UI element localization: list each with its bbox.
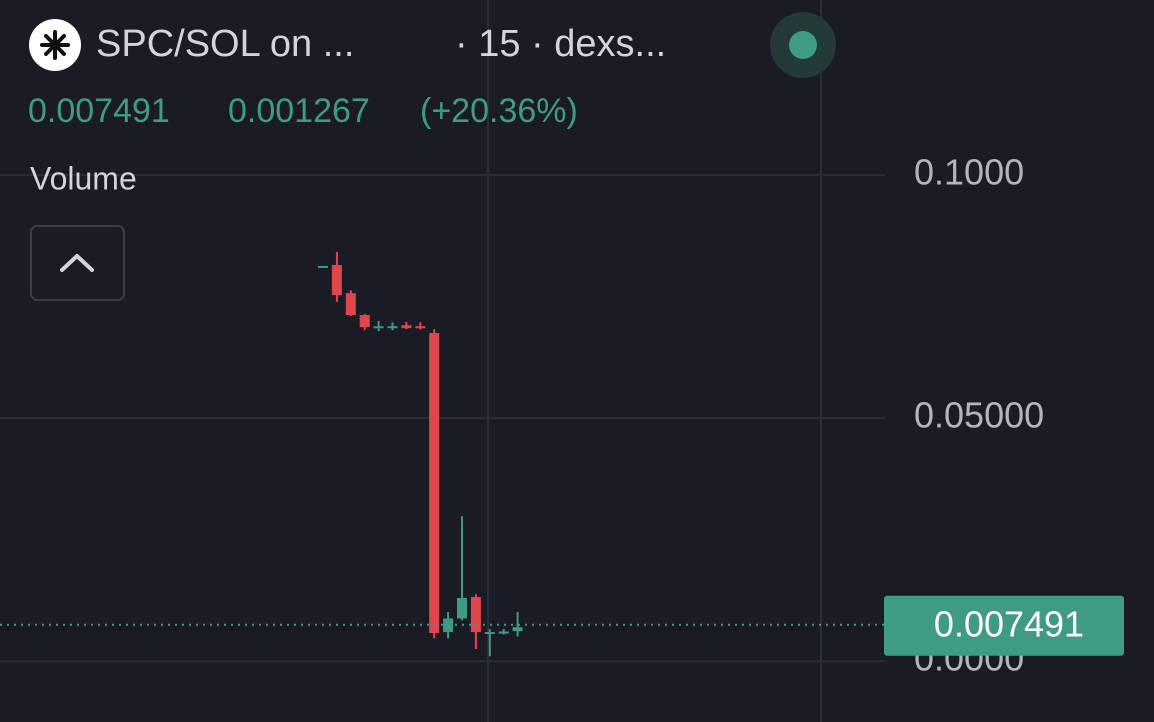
candle-body	[457, 598, 467, 619]
header-change: 0.001267	[228, 92, 370, 130]
plot-area	[0, 174, 885, 663]
candle-body	[387, 326, 398, 329]
y-tick-label: 0.05000	[914, 395, 1044, 436]
candle-body	[429, 333, 440, 634]
chart-subtitle: · 15 · dexs...	[455, 23, 666, 65]
y-tick-label: 0.1000	[914, 152, 1024, 193]
status-dot	[789, 31, 817, 59]
candle-body	[415, 326, 426, 329]
collapse-button[interactable]	[30, 225, 125, 301]
candle-body	[331, 264, 342, 296]
candle-body	[470, 597, 481, 633]
last-price-tag	[884, 595, 1124, 656]
candle-body	[512, 627, 523, 632]
chevron-icon	[60, 254, 94, 272]
last-price-label: 0.007491	[934, 603, 1084, 644]
candle-body	[373, 326, 384, 329]
candle-body	[498, 631, 509, 634]
token-logo-mark	[40, 30, 70, 60]
volume-label: Volume	[30, 160, 137, 196]
candle-body	[318, 265, 328, 268]
candle-body	[345, 293, 356, 316]
candle-body	[401, 325, 412, 329]
candle-body	[359, 315, 370, 328]
header-change-percent: (+20.36%)	[420, 92, 578, 130]
header-price: 0.007491	[28, 92, 170, 130]
candle-body	[484, 632, 495, 635]
chart-title: SPC/SOL on ...	[96, 23, 354, 65]
